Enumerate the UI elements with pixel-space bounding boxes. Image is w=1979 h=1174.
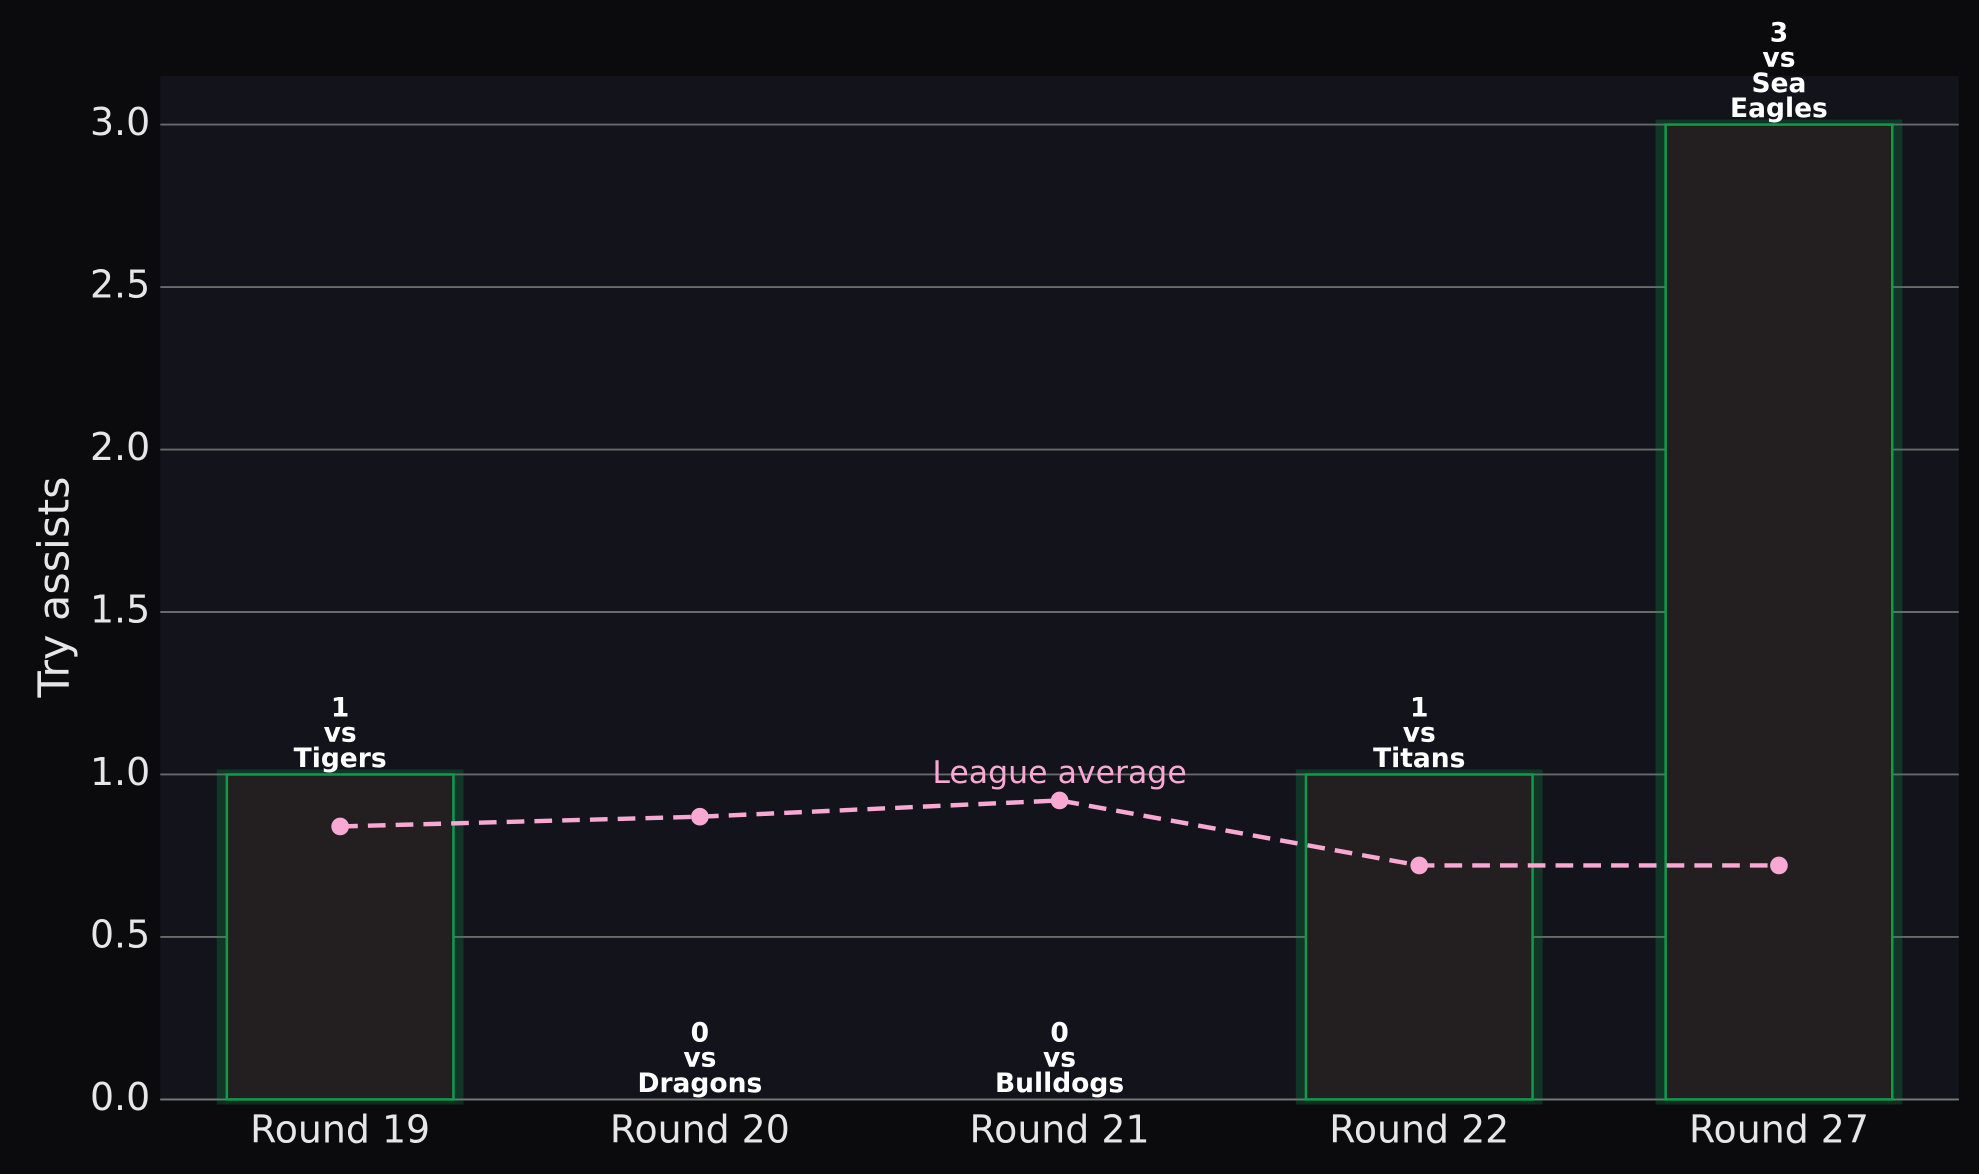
value-label-vs: vs — [683, 1043, 716, 1074]
y-tick-label: 3.0 — [90, 100, 150, 144]
value-label-vs: vs — [324, 718, 357, 749]
average-marker — [1050, 791, 1069, 810]
x-tick-label: Round 19 — [250, 1108, 430, 1152]
y-tick-label: 2.0 — [90, 425, 150, 469]
value-label-opponent: Titans — [1373, 743, 1465, 774]
average-marker — [691, 807, 709, 826]
value-label-vs: vs — [1403, 718, 1436, 749]
average-marker — [1770, 856, 1788, 875]
y-tick-label: 1.5 — [90, 588, 150, 632]
value-label-value: 1 — [1410, 692, 1428, 723]
value-label-value: 0 — [1050, 1017, 1068, 1048]
plot-area — [160, 75, 1959, 1100]
value-label-vs: vs — [1762, 43, 1795, 74]
x-tick-label: Round 27 — [1689, 1108, 1869, 1152]
average-marker — [1410, 856, 1429, 875]
y-axis-label: Try assists — [29, 476, 79, 698]
value-label-opponent: Sea Eagles — [1730, 68, 1828, 124]
value-label-vs: vs — [1043, 1043, 1076, 1074]
x-tick-label: Round 22 — [1329, 1108, 1509, 1152]
value-label-opponent: Dragons — [637, 1068, 762, 1099]
y-tick-label: 1.0 — [90, 750, 150, 794]
value-label-value: 3 — [1770, 17, 1788, 48]
y-tick-label: 0.0 — [90, 1075, 150, 1119]
bar — [1304, 773, 1534, 1101]
average-annotation: League average — [932, 755, 1186, 791]
value-label-value: 1 — [331, 692, 349, 723]
x-tick-label: Round 20 — [610, 1108, 790, 1152]
average-line — [340, 798, 1779, 868]
y-tick-label: 2.5 — [90, 263, 150, 307]
value-label-opponent: Tigers — [294, 743, 387, 774]
average-marker — [331, 817, 349, 836]
value-label-value: 0 — [691, 1017, 709, 1048]
y-tick-label: 0.5 — [90, 912, 150, 956]
x-tick-label: Round 21 — [970, 1108, 1150, 1152]
value-label-opponent: Bulldogs — [995, 1068, 1124, 1099]
bar — [1664, 123, 1894, 1101]
